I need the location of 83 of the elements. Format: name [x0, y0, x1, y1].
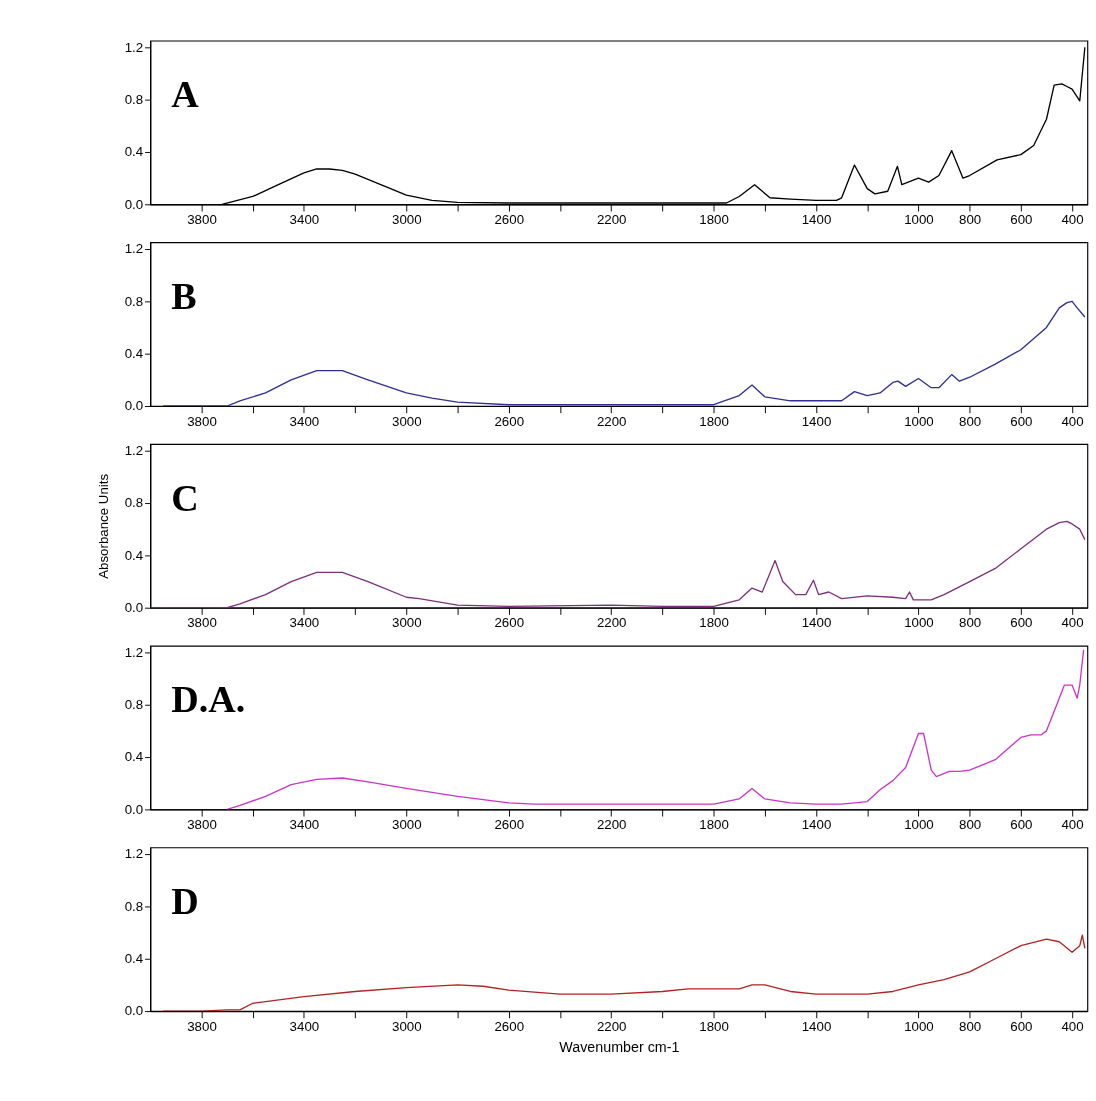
x-tick-label: 1800 [699, 1018, 729, 1034]
x-tick-label: 800 [959, 615, 982, 631]
y-tick-label: 0.4 [124, 547, 144, 563]
x-tick-label: 400 [1061, 413, 1084, 429]
line-series [162, 934, 1086, 1012]
x-tick-label: 3800 [187, 413, 217, 429]
y-tick-label: 1.2 [124, 442, 144, 458]
x-tick-label: 1400 [801, 615, 832, 631]
x-tick-label: 3000 [392, 816, 422, 832]
x-tick-label: 1000 [904, 615, 934, 631]
x-tick-label: 600 [1010, 413, 1033, 429]
x-tick-label: 800 [959, 1018, 982, 1034]
x-tick-label: 1400 [801, 816, 832, 832]
y-tick-label: 0.8 [124, 91, 144, 107]
x-tick-label: 3000 [392, 211, 422, 227]
x-tick-label: 2200 [596, 413, 627, 429]
annotation: B [171, 274, 197, 317]
annotation: D [171, 880, 199, 923]
y-tick-label: 1.2 [124, 644, 144, 660]
y-tick-label: 0.8 [124, 696, 144, 712]
y-tick-label: 0.8 [124, 293, 144, 309]
x-tick-label: 1800 [699, 211, 729, 227]
annotation: C [171, 476, 199, 519]
x-tick-label: 3400 [289, 816, 320, 832]
x-tick-label: 2200 [596, 615, 627, 631]
annotation: A [171, 73, 200, 116]
x-tick-label: 600 [1010, 1018, 1033, 1034]
x-tick-label: 3800 [187, 211, 217, 227]
x-tick-label: 3000 [392, 615, 422, 631]
y-tick-label: 1.2 [124, 241, 144, 257]
x-tick-label: 3400 [289, 615, 320, 631]
x-tick-label: 2200 [596, 211, 627, 227]
x-tick-label: 1000 [904, 1018, 934, 1034]
x-tick-label: 400 [1061, 816, 1084, 832]
x-tick-label: 600 [1010, 816, 1033, 832]
y-tick-label: 0.4 [124, 144, 144, 160]
y-tick-label: 0.0 [124, 600, 144, 615]
x-tick-label: 3800 [187, 615, 217, 631]
x-tick-label: 2600 [494, 816, 525, 832]
x-tick-label: 3000 [392, 1018, 422, 1034]
x-tick-label: 1400 [801, 1018, 832, 1034]
x-tick-label: 2600 [494, 1018, 525, 1034]
y-tick-label: 0.0 [124, 1003, 144, 1019]
x-tick-label: 1800 [699, 413, 729, 429]
y-tick-label: 0.0 [124, 196, 144, 212]
x-tick-label: 1000 [904, 413, 934, 429]
y-axis-title: Absorbance Units [96, 473, 112, 579]
x-tick-label: 2200 [596, 1018, 627, 1034]
y-tick-label: 0.8 [124, 898, 144, 914]
y-tick-label: 0.4 [124, 345, 144, 361]
x-tick-label: 1000 [904, 211, 934, 227]
x-axis-title: Wavenumber cm-1 [559, 1039, 680, 1056]
x-tick-label: 3400 [289, 211, 320, 227]
x-tick-label: 600 [1010, 211, 1033, 227]
x-tick-label: 1400 [801, 413, 832, 429]
x-tick-label: 400 [1061, 615, 1084, 631]
y-tick-label: 0.0 [124, 398, 144, 414]
y-tick-label: 0.4 [124, 951, 144, 967]
x-tick-label: 600 [1010, 615, 1033, 631]
x-tick-label: 3400 [289, 413, 320, 429]
x-tick-label: 3800 [187, 816, 217, 832]
x-tick-label: 2600 [494, 211, 525, 227]
y-tick-label: 1.2 [124, 39, 144, 55]
y-tick-label: 1.2 [124, 846, 144, 862]
x-tick-label: 3400 [289, 1018, 320, 1034]
x-tick-label: 3000 [392, 413, 422, 429]
x-tick-label: 400 [1061, 1018, 1084, 1034]
x-tick-label: 800 [959, 413, 982, 429]
x-tick-label: 1400 [801, 211, 832, 227]
x-tick-label: 2600 [494, 413, 525, 429]
x-tick-label: 800 [959, 211, 982, 227]
x-tick-label: 1800 [699, 816, 729, 832]
x-tick-label: 800 [959, 816, 982, 832]
x-tick-label: 1000 [904, 816, 934, 832]
x-tick-label: 1800 [699, 615, 729, 631]
x-tick-label: 2600 [494, 615, 525, 631]
y-tick-label: 0.8 [124, 495, 144, 511]
annotation: D.A. [171, 678, 246, 721]
x-tick-label: 3800 [187, 1018, 217, 1034]
y-tick-label: 0.0 [124, 801, 144, 817]
x-tick-label: 2200 [596, 816, 627, 832]
y-tick-label: 0.4 [124, 749, 144, 765]
x-tick-label: 400 [1061, 211, 1084, 227]
